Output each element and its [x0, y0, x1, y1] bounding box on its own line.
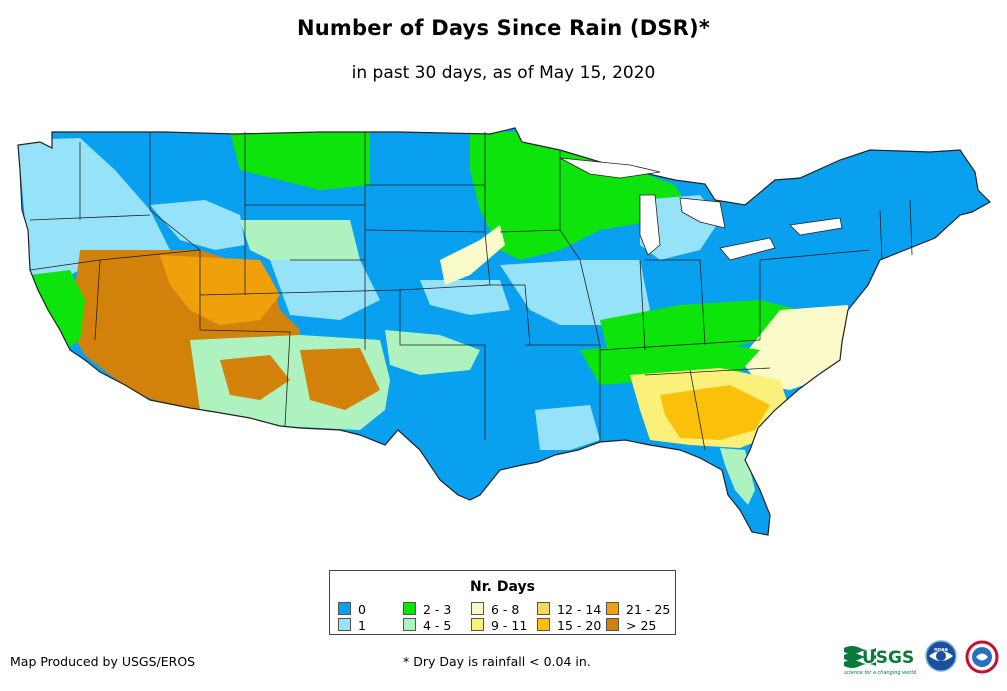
nws-logo [965, 640, 999, 674]
legend-label: 1 [358, 618, 366, 633]
legend-swatch [606, 618, 619, 631]
legend-label: 21 - 25 [626, 602, 671, 617]
legend-item-2: 2 - 3 [403, 602, 452, 617]
legend-label: 6 - 8 [491, 602, 520, 617]
legend-item-9: > 25 [606, 618, 657, 633]
map-title: Number of Days Since Rain (DSR)* [296, 16, 711, 40]
dsr-map [17, 127, 991, 536]
legend-swatch [403, 602, 416, 615]
noaa-logo: noaa [925, 640, 957, 672]
usgs-logo: USGS science for a changing world [844, 646, 917, 676]
legend-item-5: 9 - 11 [471, 618, 528, 633]
legend-swatch [471, 618, 484, 631]
legend-swatch [403, 618, 416, 631]
legend-label: 9 - 11 [491, 618, 528, 633]
legend-item-0: 0 [338, 602, 366, 617]
legend-swatch [537, 618, 550, 631]
legend-item-3: 4 - 5 [403, 618, 452, 633]
legend-label: 0 [358, 602, 366, 617]
legend-item-4: 6 - 8 [471, 602, 520, 617]
legend-title: Nr. Days [470, 579, 535, 595]
legend-label: 4 - 5 [423, 618, 452, 633]
legend: Nr. Days 0 1 2 - 3 4 - 5 6 - 8 9 - 11 12… [329, 570, 676, 635]
usgs-tagline: science for a changing world [844, 670, 917, 676]
map-subtitle: in past 30 days, as of May 15, 2020 [351, 63, 656, 83]
legend-swatch [537, 602, 550, 615]
legend-item-6: 12 - 14 [537, 602, 602, 617]
legend-item-7: 15 - 20 [537, 618, 602, 633]
legend-item-1: 1 [338, 618, 366, 633]
dry-day-footnote: * Dry Day is rainfall < 0.04 in. [403, 654, 591, 669]
map-credit: Map Produced by USGS/EROS [10, 654, 196, 669]
noaa-logo-text: noaa [934, 647, 948, 653]
agency-logos: USGS science for a changing world noaa [844, 640, 999, 676]
legend-swatch [471, 602, 484, 615]
legend-swatch [338, 602, 351, 615]
legend-label: 15 - 20 [557, 618, 602, 633]
legend-swatch [606, 602, 619, 615]
legend-label: 2 - 3 [423, 602, 452, 617]
legend-item-8: 21 - 25 [606, 602, 671, 617]
legend-label: 12 - 14 [557, 602, 602, 617]
legend-swatch [338, 618, 351, 631]
usgs-logo-text: USGS [862, 648, 914, 668]
legend-label: > 25 [626, 618, 657, 633]
